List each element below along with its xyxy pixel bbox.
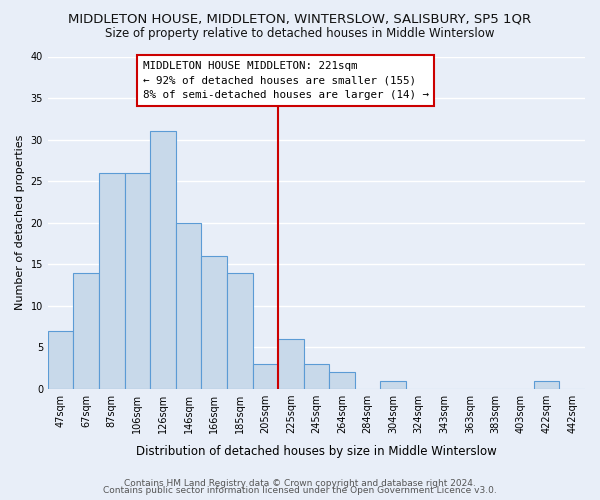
Bar — [150, 132, 176, 389]
Bar — [73, 272, 99, 389]
Bar — [227, 272, 253, 389]
Text: MIDDLETON HOUSE MIDDLETON: 221sqm
← 92% of detached houses are smaller (155)
8% : MIDDLETON HOUSE MIDDLETON: 221sqm ← 92% … — [143, 60, 428, 100]
Bar — [304, 364, 329, 389]
Text: Contains public sector information licensed under the Open Government Licence v3: Contains public sector information licen… — [103, 486, 497, 495]
Bar — [125, 173, 150, 389]
Bar — [329, 372, 355, 389]
Bar — [380, 380, 406, 389]
Text: Size of property relative to detached houses in Middle Winterslow: Size of property relative to detached ho… — [105, 28, 495, 40]
Text: MIDDLETON HOUSE, MIDDLETON, WINTERSLOW, SALISBURY, SP5 1QR: MIDDLETON HOUSE, MIDDLETON, WINTERSLOW, … — [68, 12, 532, 26]
Bar — [99, 173, 125, 389]
Bar — [202, 256, 227, 389]
Bar — [253, 364, 278, 389]
Y-axis label: Number of detached properties: Number of detached properties — [15, 135, 25, 310]
Bar — [176, 223, 202, 389]
Bar — [534, 380, 559, 389]
X-axis label: Distribution of detached houses by size in Middle Winterslow: Distribution of detached houses by size … — [136, 444, 497, 458]
Bar — [278, 339, 304, 389]
Text: Contains HM Land Registry data © Crown copyright and database right 2024.: Contains HM Land Registry data © Crown c… — [124, 478, 476, 488]
Bar — [48, 331, 73, 389]
